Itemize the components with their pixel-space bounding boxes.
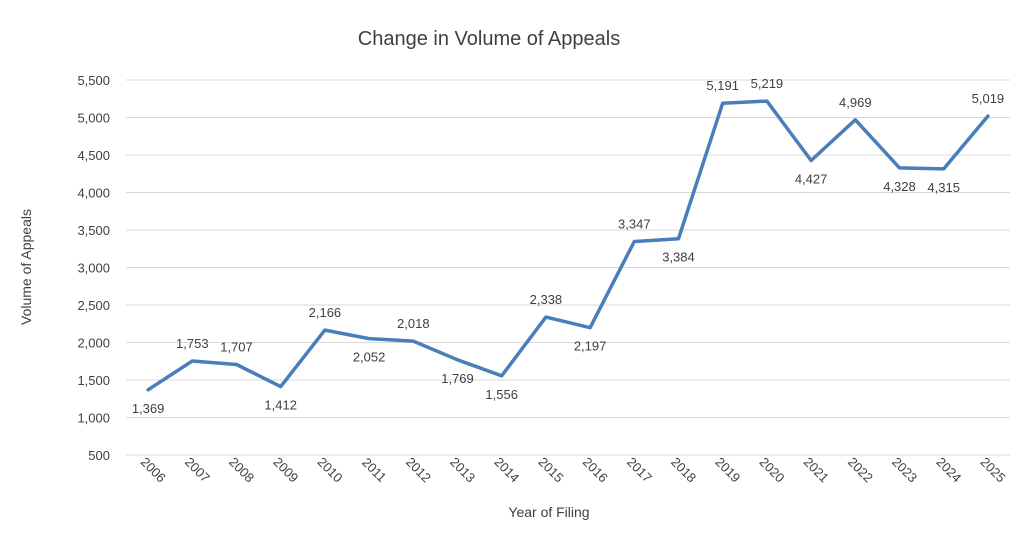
x-tick-label: 2016 [580, 454, 611, 485]
data-label: 5,019 [972, 91, 1005, 106]
data-point [190, 359, 194, 363]
data-label: 4,328 [883, 179, 916, 194]
x-tick-label: 2020 [757, 454, 788, 485]
y-axis-label: Volume of Appeals [18, 209, 34, 325]
data-label: 1,556 [485, 387, 518, 402]
data-label: 2,338 [530, 292, 563, 307]
data-label: 2,018 [397, 316, 430, 331]
x-tick-label: 2023 [889, 454, 920, 485]
data-point [367, 337, 371, 341]
y-tick-label: 5,000 [77, 111, 110, 126]
y-axis-ticks: 500 1,000 1,500 2,000 2,500 3,000 3,500 4,000 4,… [77, 73, 110, 463]
x-tick-label: 2022 [845, 454, 876, 485]
data-point [588, 326, 592, 330]
x-tick-label: 2006 [138, 454, 169, 485]
data-point [809, 158, 813, 162]
data-point [986, 114, 990, 118]
y-tick-label: 2,000 [77, 336, 110, 351]
x-tick-label: 2017 [624, 454, 655, 485]
x-tick-label: 2018 [668, 454, 699, 485]
x-axis-label: Year of Filing [508, 504, 589, 520]
x-axis-ticks: 2006 2007 2008 2009 2010 2011 2012 2013 2014 2015… [138, 454, 1009, 485]
x-tick-label: 2012 [403, 454, 434, 485]
data-point [411, 339, 415, 343]
data-label: 1,412 [264, 398, 297, 413]
x-tick-label: 2008 [226, 454, 257, 485]
series-line [146, 99, 990, 392]
data-label: 3,347 [618, 216, 651, 231]
x-tick-label: 2014 [491, 454, 522, 485]
y-tick-label: 4,000 [77, 186, 110, 201]
data-label: 3,384 [662, 250, 695, 265]
x-tick-label: 2025 [978, 454, 1009, 485]
series-lines [146, 99, 990, 392]
data-point [765, 99, 769, 103]
x-tick-label: 2013 [447, 454, 478, 485]
y-tick-label: 3,500 [77, 223, 110, 238]
data-label: 1,707 [220, 339, 253, 354]
data-point [677, 237, 680, 241]
data-point [632, 239, 636, 243]
x-tick-label: 2021 [801, 454, 832, 485]
y-tick-label: 4,500 [77, 148, 110, 163]
y-tick-label: 3,000 [77, 261, 110, 276]
data-point [235, 362, 238, 366]
data-point [942, 167, 946, 171]
data-point [146, 388, 150, 392]
data-labels: 1,369 1,753 1,707 1,412 2,166 2,052 2,018 1,769… [132, 76, 1004, 416]
data-label: 2,052 [353, 350, 386, 365]
x-tick-label: 2007 [182, 454, 213, 485]
data-point [500, 374, 504, 378]
data-label: 1,369 [132, 401, 165, 416]
data-label: 2,166 [309, 305, 342, 320]
data-point [279, 385, 283, 389]
x-tick-label: 2019 [712, 454, 743, 485]
data-label: 4,969 [839, 95, 872, 110]
x-tick-label: 2010 [315, 454, 346, 485]
data-label: 5,191 [706, 78, 739, 93]
data-point [721, 101, 725, 105]
data-point [898, 166, 901, 170]
data-label: 5,219 [751, 76, 784, 91]
y-tick-label: 2,500 [77, 298, 110, 313]
y-tick-label: 1,500 [77, 373, 110, 388]
y-tick-label: 5,500 [77, 73, 110, 88]
x-tick-label: 2009 [270, 454, 301, 485]
data-point [323, 328, 327, 332]
y-tick-label: 500 [88, 448, 110, 463]
data-label: 4,427 [795, 171, 828, 186]
data-point [853, 118, 857, 122]
gridlines [126, 79, 1010, 456]
x-tick-label: 2011 [359, 455, 389, 485]
data-point [456, 358, 459, 362]
data-label: 2,197 [574, 339, 607, 354]
data-label: 1,769 [441, 371, 474, 386]
x-tick-label: 2015 [536, 454, 567, 485]
x-tick-label: 2024 [933, 454, 964, 485]
y-tick-label: 1,000 [77, 411, 110, 426]
data-label: 4,315 [927, 180, 960, 195]
data-point [544, 315, 548, 319]
data-label: 1,753 [176, 336, 209, 351]
chart-title: Change in Volume of Appeals [358, 28, 620, 50]
